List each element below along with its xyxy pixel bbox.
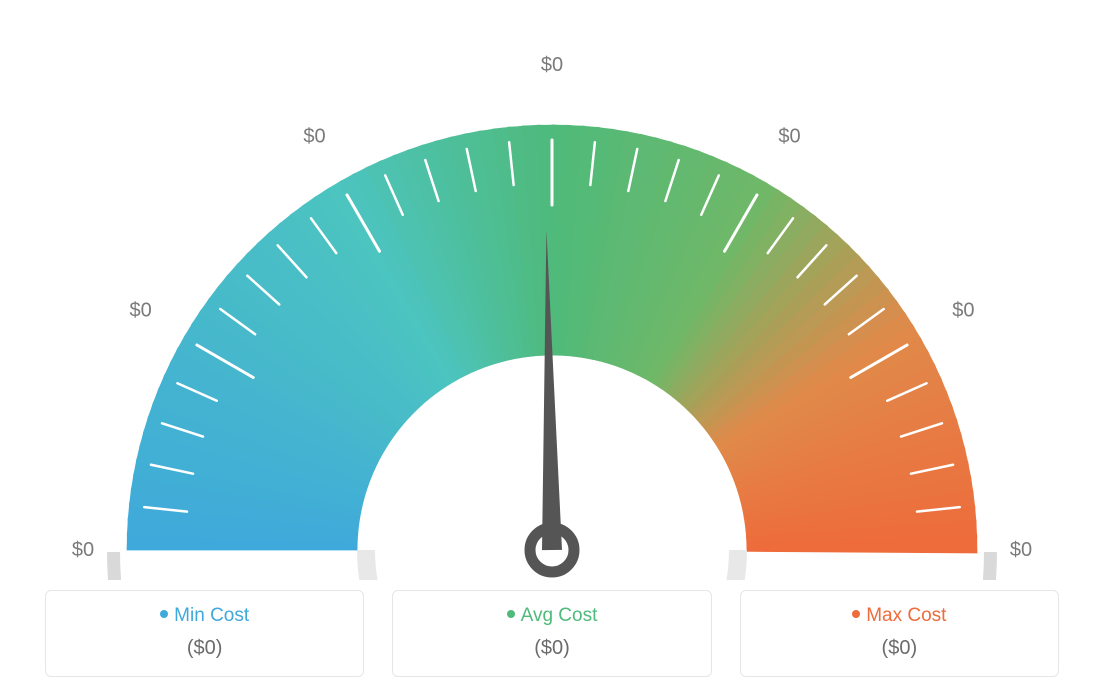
gauge-tick-label: $0 xyxy=(778,126,800,148)
legend-title-avg: Avg Cost xyxy=(403,605,700,627)
gauge-area: $0 $0 $0 $0 $0 $0 $0 xyxy=(0,20,1104,580)
legend-card-min: Min Cost ($0) xyxy=(45,590,364,677)
legend-value-min: ($0) xyxy=(56,637,353,660)
legend-title-max: Max Cost xyxy=(751,605,1048,627)
legend-card-max: Max Cost ($0) xyxy=(740,590,1059,677)
legend-title-min: Min Cost xyxy=(56,605,353,627)
legend-row: Min Cost ($0) Avg Cost ($0) Max Cost ($0… xyxy=(45,590,1059,677)
gauge-tick-label: $0 xyxy=(303,126,325,148)
legend-label-min: Min Cost xyxy=(174,605,249,626)
legend-card-avg: Avg Cost ($0) xyxy=(392,590,711,677)
legend-dot-icon xyxy=(852,610,860,618)
legend-dot-icon xyxy=(507,610,515,618)
legend-value-max: ($0) xyxy=(751,637,1048,660)
legend-label-max: Max Cost xyxy=(866,605,946,626)
gauge-tick-label: $0 xyxy=(541,54,563,76)
legend-dot-icon xyxy=(160,610,168,618)
gauge-tick-label: $0 xyxy=(952,300,974,322)
gauge-cost-chart: $0 $0 $0 $0 $0 $0 $0 Min Cost ($0) Avg Cost ($… xyxy=(0,0,1104,690)
legend-label-avg: Avg Cost xyxy=(521,605,598,626)
gauge-svg: $0 $0 $0 $0 $0 $0 $0 xyxy=(0,20,1104,580)
gauge-tick-label: $0 xyxy=(72,539,94,561)
legend-value-avg: ($0) xyxy=(403,637,700,660)
gauge-tick-label: $0 xyxy=(1010,539,1032,561)
gauge-tick-label: $0 xyxy=(130,300,152,322)
